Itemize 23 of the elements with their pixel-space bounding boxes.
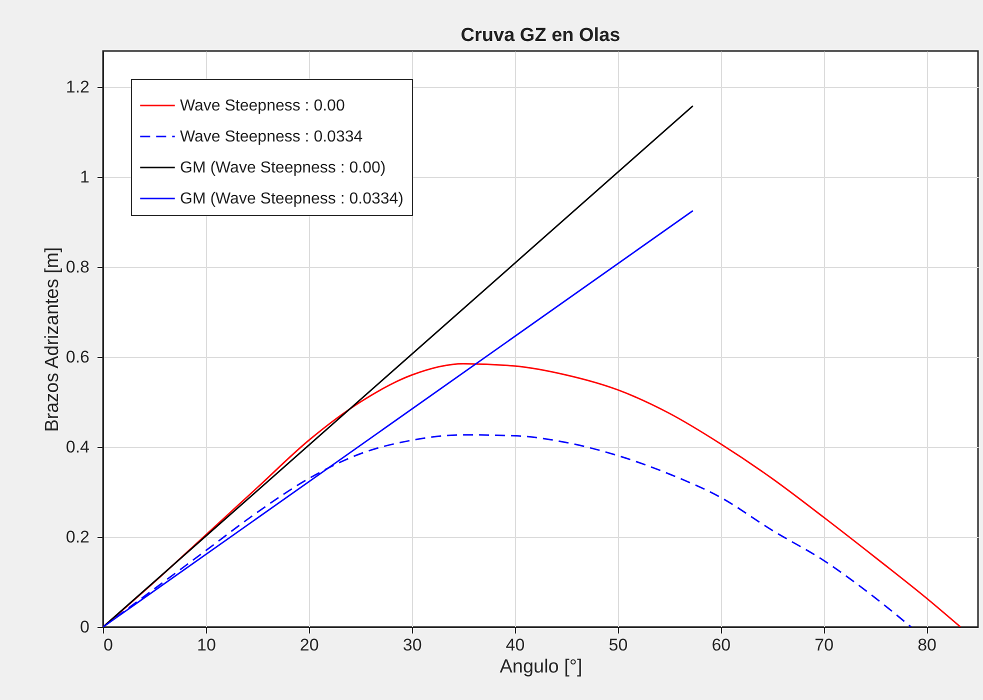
x-tick-label: 40: [506, 636, 525, 654]
legend-label: Wave Steepness : 0.00: [180, 98, 345, 114]
legend-label: GM (Wave Steepness : 0.0334): [180, 190, 404, 208]
x-tick-label: 60: [712, 636, 731, 654]
y-tick-label: 0.8: [66, 258, 90, 276]
chart-title: Cruva GZ en Olas: [460, 25, 620, 46]
y-tick-label: 0: [80, 618, 90, 636]
x-tick-label: 30: [402, 636, 422, 654]
legend-label: GM (Wave Steepness : 0.00): [180, 160, 386, 176]
y-tick-label: 0.2: [66, 528, 90, 546]
x-tick-label: 50: [608, 636, 628, 654]
x-tick-label: 0: [104, 636, 113, 654]
x-tick-label: 20: [300, 636, 319, 654]
legend-label: Wave Steepness : 0.0334: [180, 128, 363, 146]
y-tick-label: 1: [80, 168, 90, 186]
y-tick-label: 0.6: [66, 348, 90, 366]
y-tick-label: 1.2: [66, 78, 90, 96]
y-axis-title: Brazos Adrizantes [m]: [42, 247, 63, 432]
y-tick-label: 0.4: [66, 438, 90, 456]
x-axis-title: Angulo [°]: [500, 656, 582, 678]
x-tick-label: 70: [814, 636, 834, 654]
x-tick-label: 10: [196, 636, 216, 654]
x-tick-label: 80: [918, 636, 936, 654]
